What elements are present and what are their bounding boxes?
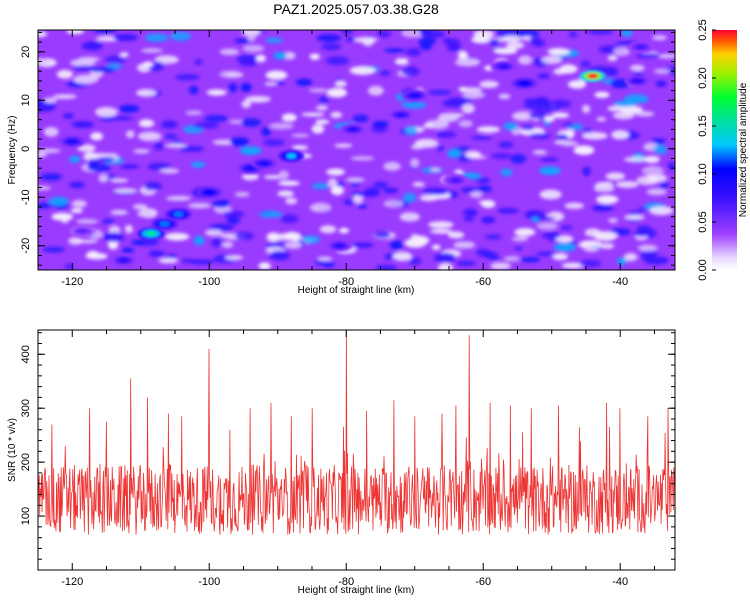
- snr-frame: [37, 329, 676, 571]
- heatmap-feature: [401, 89, 428, 102]
- heatmap-feature: [627, 40, 654, 53]
- heatmap-feature: [69, 225, 96, 238]
- heatmap-feature: [278, 150, 305, 163]
- heatmap-feature: [490, 60, 517, 73]
- x-tick-label: -100: [198, 276, 220, 288]
- colorbar: 0.00 0.05 0.10 0.15 0.20 0.25 Normalized spec…: [697, 19, 749, 280]
- snr-background: [38, 330, 675, 570]
- heatmap-feature: [151, 217, 178, 230]
- heatmap-feature: [251, 157, 278, 170]
- colorbar-tick-label: 0.00: [697, 259, 709, 280]
- heatmap-feature: [110, 254, 137, 267]
- colorbar-tick-label: 0.05: [697, 211, 709, 232]
- heatmap-features: [59, 40, 654, 267]
- colorbar-gradient: [712, 30, 737, 270]
- x-tick-label: -80: [338, 576, 354, 588]
- heatmap-feature: [59, 135, 86, 148]
- colorbar-tick-label: 0.15: [697, 115, 709, 136]
- heatmap-feature: [165, 208, 192, 221]
- heatmap-feature: [388, 108, 415, 121]
- y-tick-label: 100: [20, 507, 32, 525]
- heatmap-y-axis-label: Frequency (Hz): [7, 116, 18, 185]
- heatmap-frame: [37, 29, 676, 271]
- colorbar-tick-label: 0.20: [697, 67, 709, 88]
- heatmap-x-axis-label: Height of straight line (km): [298, 285, 415, 296]
- heatmap-feature: [579, 70, 606, 83]
- x-tick-label: -100: [198, 576, 220, 588]
- x-tick-label: -40: [612, 276, 628, 288]
- heatmap-texture: [38, 30, 675, 270]
- y-tick-label: 10: [20, 94, 32, 106]
- x-tick-label: -40: [612, 576, 628, 588]
- heatmap-feature: [326, 239, 353, 252]
- colorbar-ticks: 0.00 0.05 0.10 0.15 0.20 0.25: [697, 19, 716, 281]
- colorbar-tick-label: 0.25: [697, 19, 709, 40]
- snr-panel: -120 -100 -80 -60 -40 100 200 300 400 Height of…: [7, 329, 676, 596]
- x-tick-label: -80: [338, 276, 354, 288]
- heatmap-y-ticks: -20 -10 0 10 20: [20, 31, 675, 266]
- colorbar-label: Normalized spectral amplitude: [738, 82, 749, 217]
- x-tick-label: -60: [475, 576, 491, 588]
- snr-x-ticks: -120 -100 -80 -60 -40: [37, 330, 655, 588]
- snr-y-axis-label: SNR (10 * v/v): [7, 418, 18, 482]
- y-tick-label: -10: [20, 189, 32, 205]
- heatmap-feature: [624, 74, 651, 87]
- colorbar-tick-label: 0.10: [697, 163, 709, 184]
- snr-series-line: [38, 330, 675, 535]
- x-tick-label: -60: [475, 276, 491, 288]
- x-tick-label: -120: [61, 576, 83, 588]
- heatmap-feature: [138, 227, 165, 240]
- y-tick-label: 300: [20, 399, 32, 417]
- heatmap-feature: [340, 123, 367, 136]
- heatmap-x-ticks: -120 -100 -80 -60 -40: [37, 30, 655, 288]
- y-tick-label: -20: [20, 238, 32, 254]
- heatmap-feature: [196, 186, 223, 199]
- y-tick-label: 200: [20, 453, 32, 471]
- heatmap-feature: [511, 77, 538, 90]
- snr-x-axis-label: Height of straight line (km): [298, 585, 415, 596]
- y-tick-label: 0: [20, 146, 32, 152]
- x-tick-label: -120: [61, 276, 83, 288]
- y-tick-label: 20: [20, 46, 32, 58]
- figure-title: PAZ1.2025.057.03.38.G28: [273, 1, 439, 17]
- y-tick-label: 400: [20, 345, 32, 363]
- snr-y-ticks: 100 200 300 400: [20, 332, 675, 571]
- heatmap-feature: [442, 174, 469, 187]
